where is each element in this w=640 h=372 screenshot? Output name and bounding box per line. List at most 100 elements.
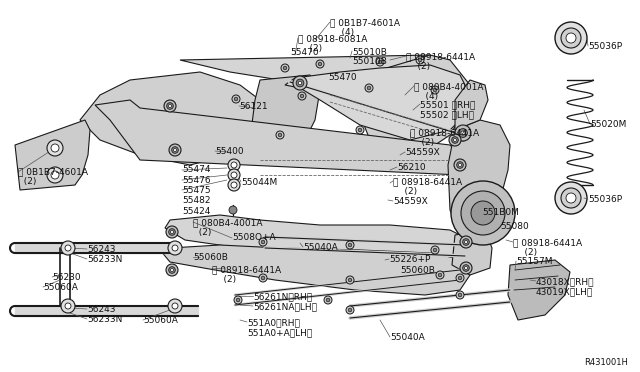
Circle shape xyxy=(65,303,71,309)
Text: 55060B: 55060B xyxy=(193,253,228,262)
Circle shape xyxy=(61,299,75,313)
Circle shape xyxy=(458,164,461,167)
Text: 55474: 55474 xyxy=(182,165,211,174)
Circle shape xyxy=(367,86,371,90)
Circle shape xyxy=(346,276,354,284)
Circle shape xyxy=(431,246,439,254)
Circle shape xyxy=(346,241,354,249)
Text: 55502 （LH）: 55502 （LH） xyxy=(420,110,474,119)
Polygon shape xyxy=(250,75,320,160)
Polygon shape xyxy=(360,55,470,155)
Circle shape xyxy=(276,131,284,139)
Circle shape xyxy=(65,245,71,251)
Circle shape xyxy=(456,274,464,282)
Circle shape xyxy=(324,296,332,304)
Circle shape xyxy=(433,88,437,92)
Circle shape xyxy=(561,28,581,48)
Text: 43018X（RH）: 43018X（RH） xyxy=(536,277,595,286)
Polygon shape xyxy=(15,120,90,190)
Circle shape xyxy=(234,97,238,101)
Text: Ⓝ 08918-6441A
    (2): Ⓝ 08918-6441A (2) xyxy=(406,52,475,71)
Circle shape xyxy=(172,303,178,309)
Text: 54559X: 54559X xyxy=(405,148,440,157)
Circle shape xyxy=(261,276,265,280)
Text: 551A0+A（LH）: 551A0+A（LH） xyxy=(247,328,312,337)
Text: 56210: 56210 xyxy=(397,163,426,172)
Circle shape xyxy=(169,229,175,235)
Circle shape xyxy=(454,138,456,141)
Circle shape xyxy=(460,236,472,248)
Circle shape xyxy=(172,147,179,153)
Text: 56261N（RH）: 56261N（RH） xyxy=(253,292,312,301)
Circle shape xyxy=(281,64,289,72)
Text: 55470: 55470 xyxy=(290,48,319,57)
Text: 55036P: 55036P xyxy=(588,42,622,51)
Circle shape xyxy=(438,273,442,277)
Circle shape xyxy=(463,239,469,245)
Text: Ⓑ 0B1B7-4601A
    (4): Ⓑ 0B1B7-4601A (4) xyxy=(330,18,400,38)
Circle shape xyxy=(169,144,181,156)
Polygon shape xyxy=(80,72,260,165)
Text: 55040A: 55040A xyxy=(303,243,338,252)
Circle shape xyxy=(418,58,422,62)
Text: 54559X: 54559X xyxy=(393,197,428,206)
Circle shape xyxy=(458,293,462,297)
Circle shape xyxy=(51,171,59,179)
Text: 55470: 55470 xyxy=(328,73,356,82)
Text: 55060B: 55060B xyxy=(400,266,435,275)
Text: 56233N: 56233N xyxy=(87,315,122,324)
Circle shape xyxy=(348,278,352,282)
Circle shape xyxy=(234,296,242,304)
Text: Ⓑ 080B4-4001A
  (2): Ⓑ 080B4-4001A (2) xyxy=(193,218,262,237)
Circle shape xyxy=(169,267,175,273)
Circle shape xyxy=(555,182,587,214)
Text: 55400: 55400 xyxy=(215,147,244,156)
Circle shape xyxy=(298,92,306,100)
Polygon shape xyxy=(15,306,198,316)
Circle shape xyxy=(168,105,172,108)
Circle shape xyxy=(296,79,304,87)
Text: Ⓝ 08918-6441A
    (2): Ⓝ 08918-6441A (2) xyxy=(410,128,479,147)
Text: 56243: 56243 xyxy=(87,305,115,314)
Circle shape xyxy=(300,94,304,98)
Text: 55060A: 55060A xyxy=(43,283,78,292)
Circle shape xyxy=(228,159,240,171)
Polygon shape xyxy=(180,55,430,90)
Text: 55475: 55475 xyxy=(182,186,211,195)
Text: 55482: 55482 xyxy=(182,196,211,205)
Circle shape xyxy=(170,269,173,272)
Circle shape xyxy=(316,60,324,68)
Circle shape xyxy=(566,193,576,203)
Text: Ⓑ 0B1B7-4601A
  (2): Ⓑ 0B1B7-4601A (2) xyxy=(18,167,88,186)
Circle shape xyxy=(457,162,463,168)
Circle shape xyxy=(170,231,173,234)
Circle shape xyxy=(458,276,462,280)
Circle shape xyxy=(278,133,282,137)
Circle shape xyxy=(436,271,444,279)
Text: 55010B: 55010B xyxy=(352,48,387,57)
Polygon shape xyxy=(165,215,475,275)
Circle shape xyxy=(47,167,63,183)
Circle shape xyxy=(455,125,471,141)
Polygon shape xyxy=(285,65,470,140)
Circle shape xyxy=(566,33,576,43)
Circle shape xyxy=(463,265,469,271)
Circle shape xyxy=(456,291,464,299)
Circle shape xyxy=(259,238,267,246)
Circle shape xyxy=(358,128,362,132)
Circle shape xyxy=(173,148,177,151)
Text: 5508O+A: 5508O+A xyxy=(232,233,276,242)
Circle shape xyxy=(451,181,515,245)
Circle shape xyxy=(231,172,237,178)
Circle shape xyxy=(166,103,173,109)
Circle shape xyxy=(51,144,59,152)
Text: R431001H: R431001H xyxy=(584,358,628,367)
Circle shape xyxy=(172,245,178,251)
Circle shape xyxy=(166,226,178,238)
Text: 55036P: 55036P xyxy=(588,195,622,204)
Text: 551A0（RH）: 551A0（RH） xyxy=(247,318,300,327)
Circle shape xyxy=(416,56,424,64)
Text: 55020M: 55020M xyxy=(590,120,627,129)
Text: 55080: 55080 xyxy=(500,222,529,231)
Circle shape xyxy=(348,308,352,312)
